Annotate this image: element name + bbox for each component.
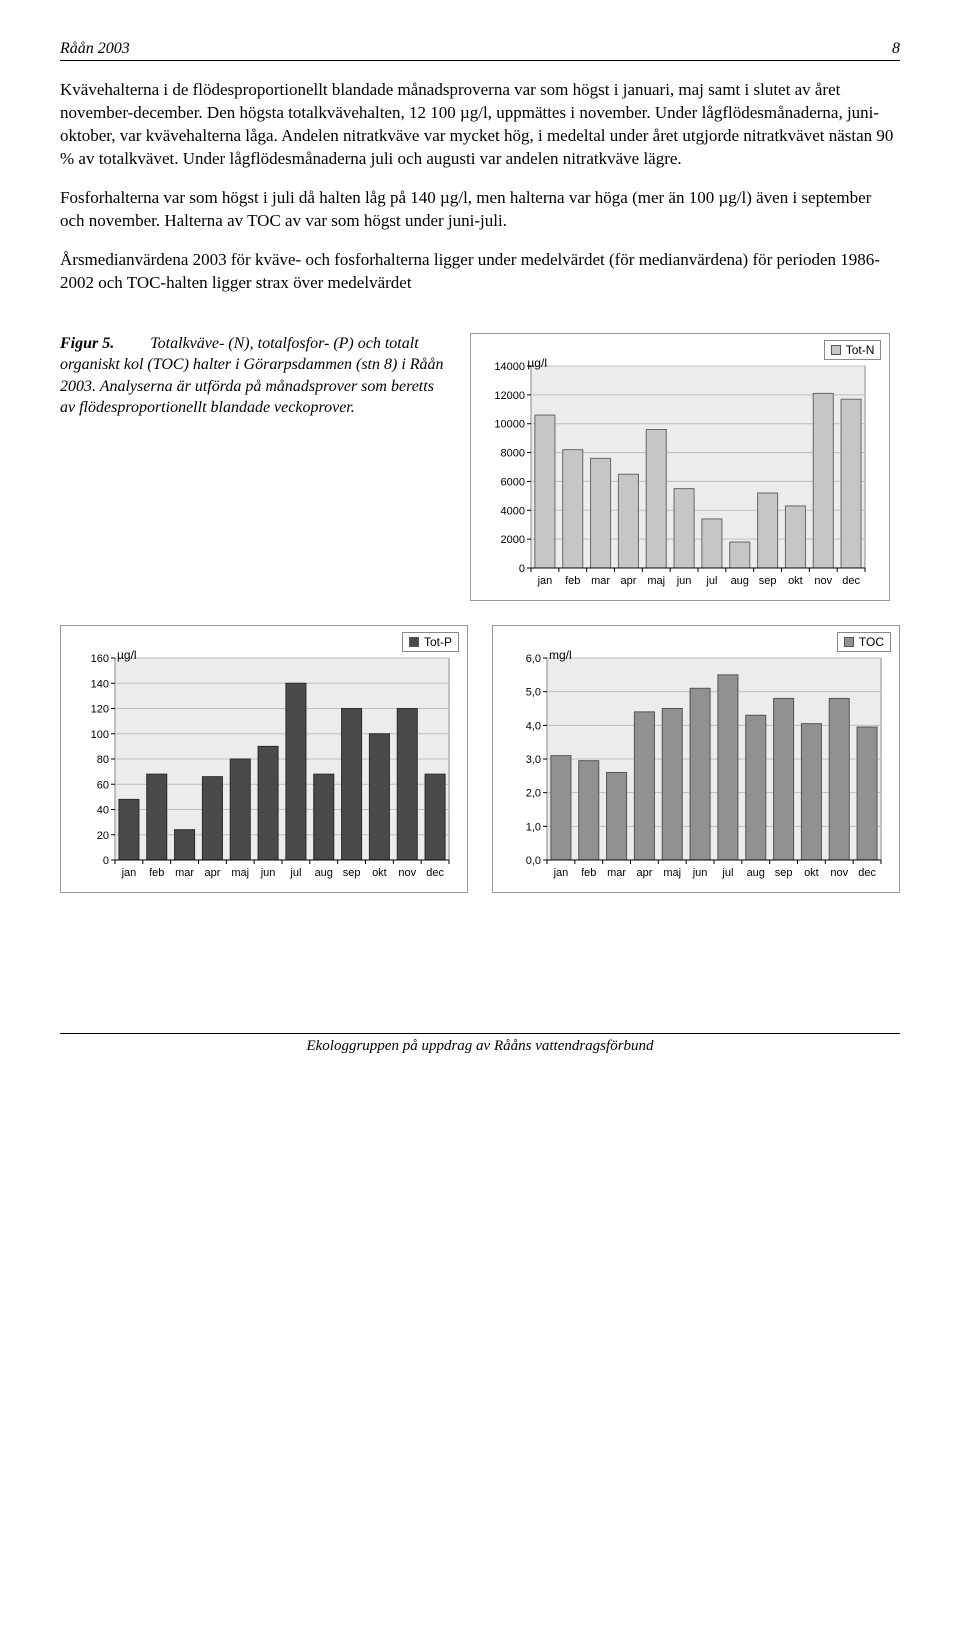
svg-text:jul: jul [706, 575, 718, 587]
svg-text:0: 0 [519, 563, 525, 575]
svg-text:mar: mar [607, 867, 626, 879]
page-header: Råån 2003 8 [60, 40, 900, 58]
legend-swatch [409, 637, 419, 647]
header-right: 8 [892, 40, 900, 58]
svg-text:2000: 2000 [501, 534, 525, 546]
svg-text:60: 60 [97, 779, 109, 791]
svg-text:jan: jan [537, 575, 553, 587]
legend: TOC [837, 632, 891, 652]
svg-text:jun: jun [676, 575, 692, 587]
paragraph: Kvävehalterna i de flödesproportionellt … [60, 79, 900, 171]
svg-text:feb: feb [565, 575, 580, 587]
svg-text:0: 0 [103, 855, 109, 867]
svg-text:sep: sep [775, 867, 793, 879]
chart-toc: TOC mg/l 0,0 1,0 2,0 3,0 4,0 5,0 6,0 janfebmarap… [492, 625, 900, 893]
figure-label: Figur 5. [60, 335, 114, 352]
svg-text:1,0: 1,0 [526, 821, 541, 833]
svg-text:40: 40 [97, 804, 109, 816]
svg-text:80: 80 [97, 754, 109, 766]
svg-text:14000: 14000 [495, 361, 526, 373]
svg-text:maj: maj [648, 575, 666, 587]
figure-row-bottom: Tot-P µg/l020406080100120140160janfebmar… [60, 625, 900, 893]
paragraph: Fosforhalterna var som högst i juli då h… [60, 187, 900, 233]
svg-text:dec: dec [426, 867, 444, 879]
svg-text:mar: mar [591, 575, 610, 587]
body-text: Kvävehalterna i de flödesproportionellt … [60, 79, 900, 295]
svg-text:okt: okt [804, 867, 819, 879]
legend: Tot-N [824, 340, 882, 360]
svg-text:3,0: 3,0 [526, 754, 541, 766]
svg-text:jan: jan [553, 867, 569, 879]
legend-swatch [831, 345, 841, 355]
svg-text:nov: nov [830, 867, 848, 879]
figure-row-top: Figur 5. Totalkväve- (N), totalfosfor- (… [60, 333, 900, 601]
svg-text:okt: okt [788, 575, 803, 587]
svg-text:maj: maj [231, 867, 249, 879]
svg-text:sep: sep [343, 867, 361, 879]
svg-text:aug: aug [747, 867, 765, 879]
svg-text:aug: aug [731, 575, 749, 587]
svg-text:jan: jan [121, 867, 137, 879]
svg-text:jul: jul [289, 867, 301, 879]
svg-text:6,0: 6,0 [526, 653, 541, 665]
svg-text:dec: dec [843, 575, 861, 587]
legend: Tot-P [402, 632, 459, 652]
svg-text:120: 120 [91, 703, 109, 715]
figure-caption: Figur 5. Totalkväve- (N), totalfosfor- (… [60, 333, 446, 601]
svg-text:10000: 10000 [495, 418, 526, 430]
svg-text:sep: sep [759, 575, 777, 587]
svg-text:100: 100 [91, 728, 109, 740]
svg-text:aug: aug [315, 867, 333, 879]
chart-totn: Tot-N µg/l 0 2000 4000 6000 8000 10000 12000 140… [470, 333, 890, 601]
svg-text:160: 160 [91, 653, 109, 665]
svg-text:mar: mar [175, 867, 194, 879]
svg-text:jun: jun [260, 867, 276, 879]
svg-text:12000: 12000 [495, 389, 526, 401]
legend-label: Tot-P [424, 635, 452, 649]
legend-swatch [844, 637, 854, 647]
svg-text:nov: nov [815, 575, 833, 587]
svg-text:4000: 4000 [501, 505, 525, 517]
svg-text:jul: jul [721, 867, 733, 879]
svg-text:feb: feb [581, 867, 596, 879]
header-rule [60, 60, 900, 61]
footer-text: Ekologgruppen på uppdrag av Rååns vatten… [60, 1038, 900, 1055]
figure-caption-text: Totalkväve- (N), totalfosfor- (P) och to… [60, 335, 444, 417]
svg-text:8000: 8000 [501, 447, 525, 459]
svg-text:apr: apr [636, 867, 652, 879]
unit-label: µg/l [527, 356, 547, 370]
svg-text:6000: 6000 [501, 476, 525, 488]
svg-text:2,0: 2,0 [526, 787, 541, 799]
page-footer: Ekologgruppen på uppdrag av Rååns vatten… [60, 1033, 900, 1055]
svg-text:4,0: 4,0 [526, 720, 541, 732]
unit-label: µg/l [117, 648, 137, 662]
svg-text:5,0: 5,0 [526, 686, 541, 698]
legend-label: Tot-N [846, 343, 875, 357]
svg-text:okt: okt [372, 867, 387, 879]
footer-rule [60, 1033, 900, 1034]
svg-text:140: 140 [91, 678, 109, 690]
chart-totp: Tot-P µg/l 0 20 40 60 80 100 120 140 160 janfebmar… [60, 625, 468, 893]
svg-text:apr: apr [204, 867, 220, 879]
header-left: Råån 2003 [60, 40, 130, 58]
svg-text:feb: feb [149, 867, 164, 879]
legend-label: TOC [859, 635, 884, 649]
svg-text:apr: apr [621, 575, 637, 587]
svg-text:nov: nov [398, 867, 416, 879]
svg-text:0,0: 0,0 [526, 855, 541, 867]
svg-text:dec: dec [858, 867, 876, 879]
unit-label: mg/l [549, 648, 572, 662]
paragraph: Årsmedianvärdena 2003 för kväve- och fos… [60, 249, 900, 295]
svg-text:20: 20 [97, 829, 109, 841]
svg-text:maj: maj [663, 867, 681, 879]
svg-text:jun: jun [692, 867, 708, 879]
